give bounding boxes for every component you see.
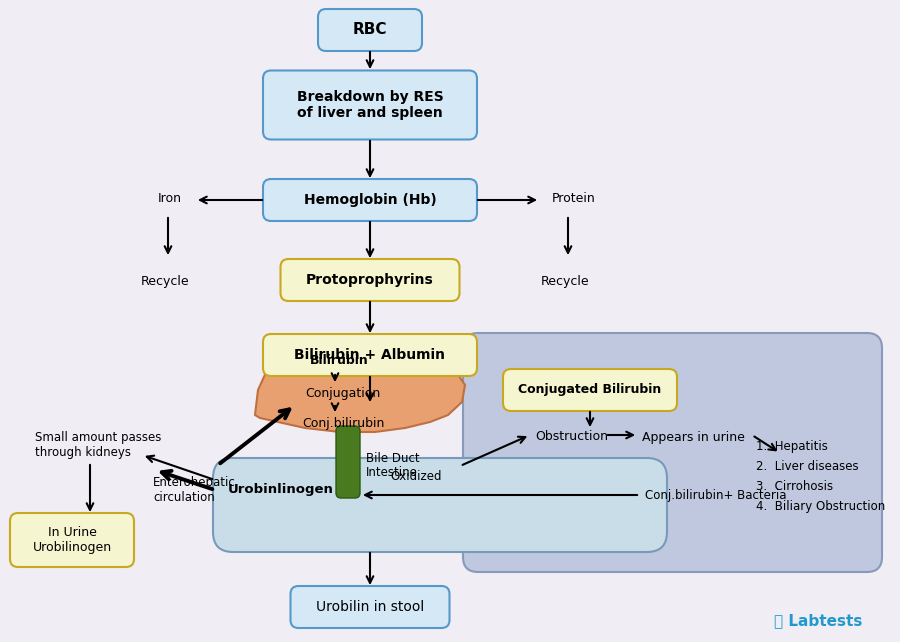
- Text: Protoprophyrins: Protoprophyrins: [306, 273, 434, 287]
- FancyBboxPatch shape: [263, 179, 477, 221]
- FancyBboxPatch shape: [503, 369, 677, 411]
- Text: Intestine: Intestine: [366, 467, 418, 480]
- Text: Conj.bilirubin: Conj.bilirubin: [302, 417, 384, 429]
- Text: Iron: Iron: [158, 191, 182, 205]
- Text: Bile Duct: Bile Duct: [366, 451, 419, 465]
- Text: Conjugation: Conjugation: [305, 386, 380, 399]
- FancyBboxPatch shape: [263, 334, 477, 376]
- Text: Recycle: Recycle: [140, 275, 189, 288]
- Text: Bilirubin: Bilirubin: [310, 354, 369, 367]
- FancyBboxPatch shape: [291, 586, 449, 628]
- FancyBboxPatch shape: [281, 259, 460, 301]
- Text: Oxidized: Oxidized: [390, 469, 442, 483]
- Text: Enterohepatic
circulation: Enterohepatic circulation: [153, 476, 236, 504]
- Text: Recycle: Recycle: [541, 275, 590, 288]
- Text: 1.  Hepatitis
2.  Liver diseases
3.  Cirrohosis
4.  Biliary Obstruction: 1. Hepatitis 2. Liver diseases 3. Cirroh…: [756, 440, 886, 513]
- Text: Protein: Protein: [552, 191, 596, 205]
- Text: 🔬 Labtests: 🔬 Labtests: [774, 613, 862, 628]
- Text: Appears in urine: Appears in urine: [642, 431, 745, 444]
- Text: Conj.bilirubin+ Bacteria: Conj.bilirubin+ Bacteria: [645, 489, 787, 501]
- Text: Breakdown by RES
of liver and spleen: Breakdown by RES of liver and spleen: [297, 90, 444, 120]
- FancyBboxPatch shape: [318, 9, 422, 51]
- Text: Hemoglobin (Hb): Hemoglobin (Hb): [303, 193, 436, 207]
- FancyBboxPatch shape: [213, 458, 667, 552]
- Text: RBC: RBC: [353, 22, 387, 37]
- FancyBboxPatch shape: [336, 426, 360, 498]
- FancyBboxPatch shape: [463, 333, 882, 572]
- Polygon shape: [255, 340, 465, 432]
- Text: Urobilin in stool: Urobilin in stool: [316, 600, 424, 614]
- Text: Small amount passes
through kidneys: Small amount passes through kidneys: [35, 431, 161, 459]
- Text: Bilirubin + Albumin: Bilirubin + Albumin: [294, 348, 446, 362]
- FancyBboxPatch shape: [263, 71, 477, 139]
- Text: Conjugated Bilirubin: Conjugated Bilirubin: [518, 383, 662, 397]
- Text: Urobinlinogen: Urobinlinogen: [228, 483, 334, 496]
- FancyBboxPatch shape: [10, 513, 134, 567]
- Text: Obstruction: Obstruction: [535, 431, 608, 444]
- Text: In Urine
Urobilinogen: In Urine Urobilinogen: [32, 526, 112, 554]
